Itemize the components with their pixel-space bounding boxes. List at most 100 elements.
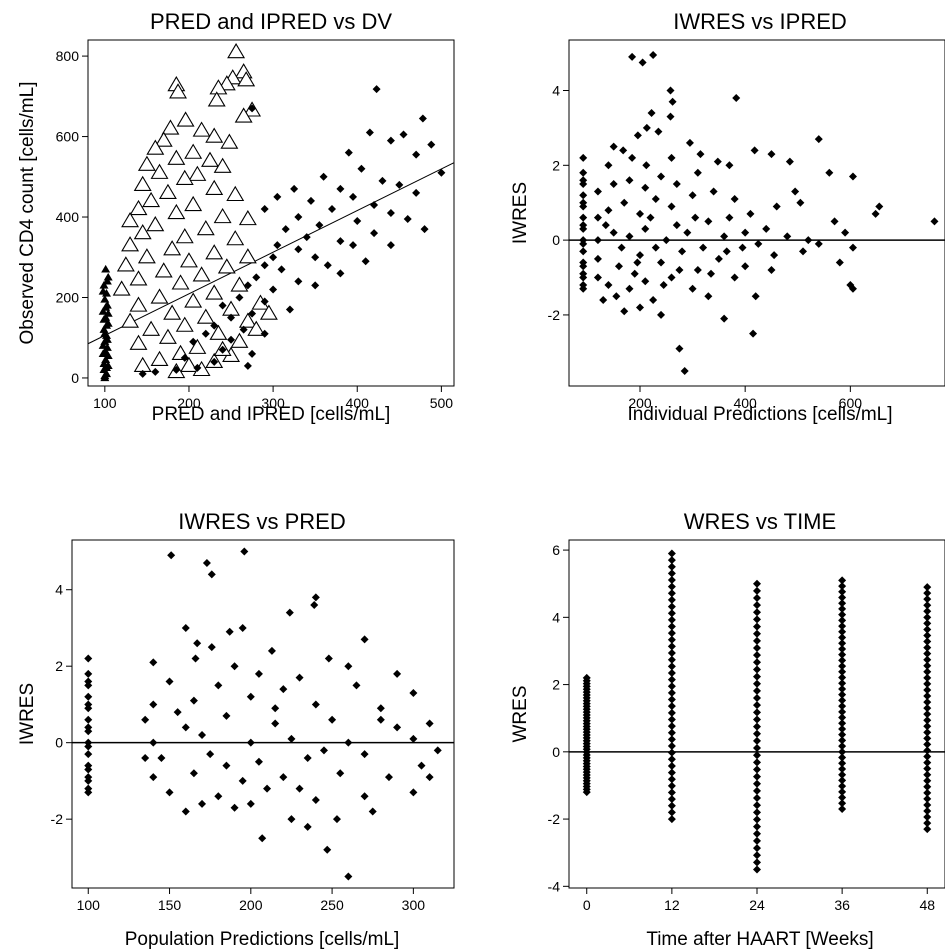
data-point bbox=[235, 293, 244, 302]
data-point bbox=[667, 655, 676, 664]
data-point bbox=[84, 750, 93, 759]
data-point bbox=[225, 627, 234, 636]
data-point bbox=[393, 723, 402, 732]
data-point bbox=[246, 692, 255, 701]
data-point bbox=[133, 175, 152, 191]
data-point bbox=[923, 679, 932, 688]
data-point bbox=[154, 262, 173, 278]
x-tick-label: 100 bbox=[77, 897, 101, 913]
data-point bbox=[635, 251, 644, 260]
data-point bbox=[753, 658, 761, 667]
data-point bbox=[386, 136, 395, 145]
data-point bbox=[336, 269, 345, 278]
data-point bbox=[579, 176, 588, 185]
data-point bbox=[649, 50, 658, 59]
data-point bbox=[84, 669, 93, 678]
data-point bbox=[838, 770, 847, 779]
data-point bbox=[133, 224, 152, 240]
data-point bbox=[667, 795, 676, 804]
data-point bbox=[838, 713, 847, 722]
data-point bbox=[699, 243, 708, 252]
data-point bbox=[923, 692, 932, 701]
data-point bbox=[667, 635, 676, 644]
data-point bbox=[336, 184, 345, 193]
data-point bbox=[762, 224, 771, 233]
data-point bbox=[838, 696, 847, 705]
data-point bbox=[667, 695, 676, 704]
data-point bbox=[662, 236, 671, 245]
data-point bbox=[667, 682, 676, 691]
data-point bbox=[102, 335, 112, 343]
data-point bbox=[248, 309, 257, 318]
data-point bbox=[188, 338, 207, 354]
data-point bbox=[84, 723, 93, 732]
data-point bbox=[838, 707, 847, 716]
data-point bbox=[189, 696, 198, 705]
data-point bbox=[254, 757, 263, 766]
data-point bbox=[277, 265, 286, 274]
data-point bbox=[165, 677, 174, 686]
plot-frame bbox=[87, 39, 455, 387]
data-point bbox=[192, 266, 211, 282]
data-point bbox=[84, 742, 93, 751]
data-point bbox=[378, 176, 387, 185]
data-point bbox=[838, 690, 847, 699]
data-point bbox=[704, 292, 713, 301]
data-point bbox=[349, 241, 358, 250]
data-point bbox=[753, 601, 761, 610]
data-point bbox=[754, 239, 763, 248]
data-point bbox=[838, 610, 847, 619]
data-point bbox=[838, 650, 847, 659]
data-point bbox=[271, 704, 280, 713]
chart-title: WRES vs TIME bbox=[684, 509, 836, 534]
data-point bbox=[196, 308, 215, 324]
data-point bbox=[149, 773, 158, 782]
data-point bbox=[838, 742, 847, 751]
data-point bbox=[649, 295, 658, 304]
data-point bbox=[667, 755, 676, 764]
data-point bbox=[848, 243, 857, 252]
data-point bbox=[667, 728, 676, 737]
data-point bbox=[753, 822, 761, 831]
data-point bbox=[172, 365, 181, 374]
data-point bbox=[238, 776, 247, 785]
x-tick-label: 500 bbox=[430, 395, 454, 411]
data-point bbox=[667, 576, 676, 585]
data-point bbox=[625, 176, 634, 185]
y-tick-label: 2 bbox=[55, 658, 63, 674]
data-point bbox=[399, 130, 408, 139]
data-point bbox=[753, 736, 761, 745]
data-point bbox=[175, 316, 194, 332]
data-point bbox=[260, 329, 269, 338]
data-point bbox=[706, 269, 715, 278]
data-point bbox=[336, 769, 345, 778]
data-point bbox=[213, 157, 232, 173]
data-point bbox=[838, 702, 847, 711]
data-point bbox=[628, 153, 637, 162]
data-point bbox=[210, 321, 219, 330]
data-point bbox=[303, 753, 312, 762]
data-point bbox=[205, 179, 224, 196]
x-tick-label: 100 bbox=[93, 395, 117, 411]
data-point bbox=[848, 284, 857, 293]
data-point bbox=[599, 295, 608, 304]
y-tick-label: 0 bbox=[55, 735, 63, 751]
x-tick-label: 200 bbox=[177, 395, 201, 411]
x-tick-label: 400 bbox=[346, 395, 370, 411]
data-point bbox=[196, 220, 215, 236]
data-point bbox=[667, 589, 676, 598]
data-point bbox=[240, 547, 249, 556]
data-point bbox=[593, 254, 602, 263]
data-point bbox=[217, 258, 236, 274]
data-point bbox=[579, 168, 588, 177]
axis-ticks: 100 150 200 250 300 -2 0 2 4 bbox=[51, 582, 426, 913]
data-point bbox=[137, 248, 156, 264]
data-point bbox=[659, 281, 668, 290]
data-point bbox=[841, 228, 850, 237]
data-point bbox=[238, 209, 257, 226]
x-tick-label: 150 bbox=[158, 897, 182, 913]
data-point bbox=[582, 673, 591, 682]
data-point bbox=[838, 616, 847, 625]
data-point bbox=[311, 281, 320, 290]
panel-pred-ipred-vs-dv: PRED and IPRED vs DV 100 200 300 400 500 0 200… bbox=[17, 9, 455, 425]
